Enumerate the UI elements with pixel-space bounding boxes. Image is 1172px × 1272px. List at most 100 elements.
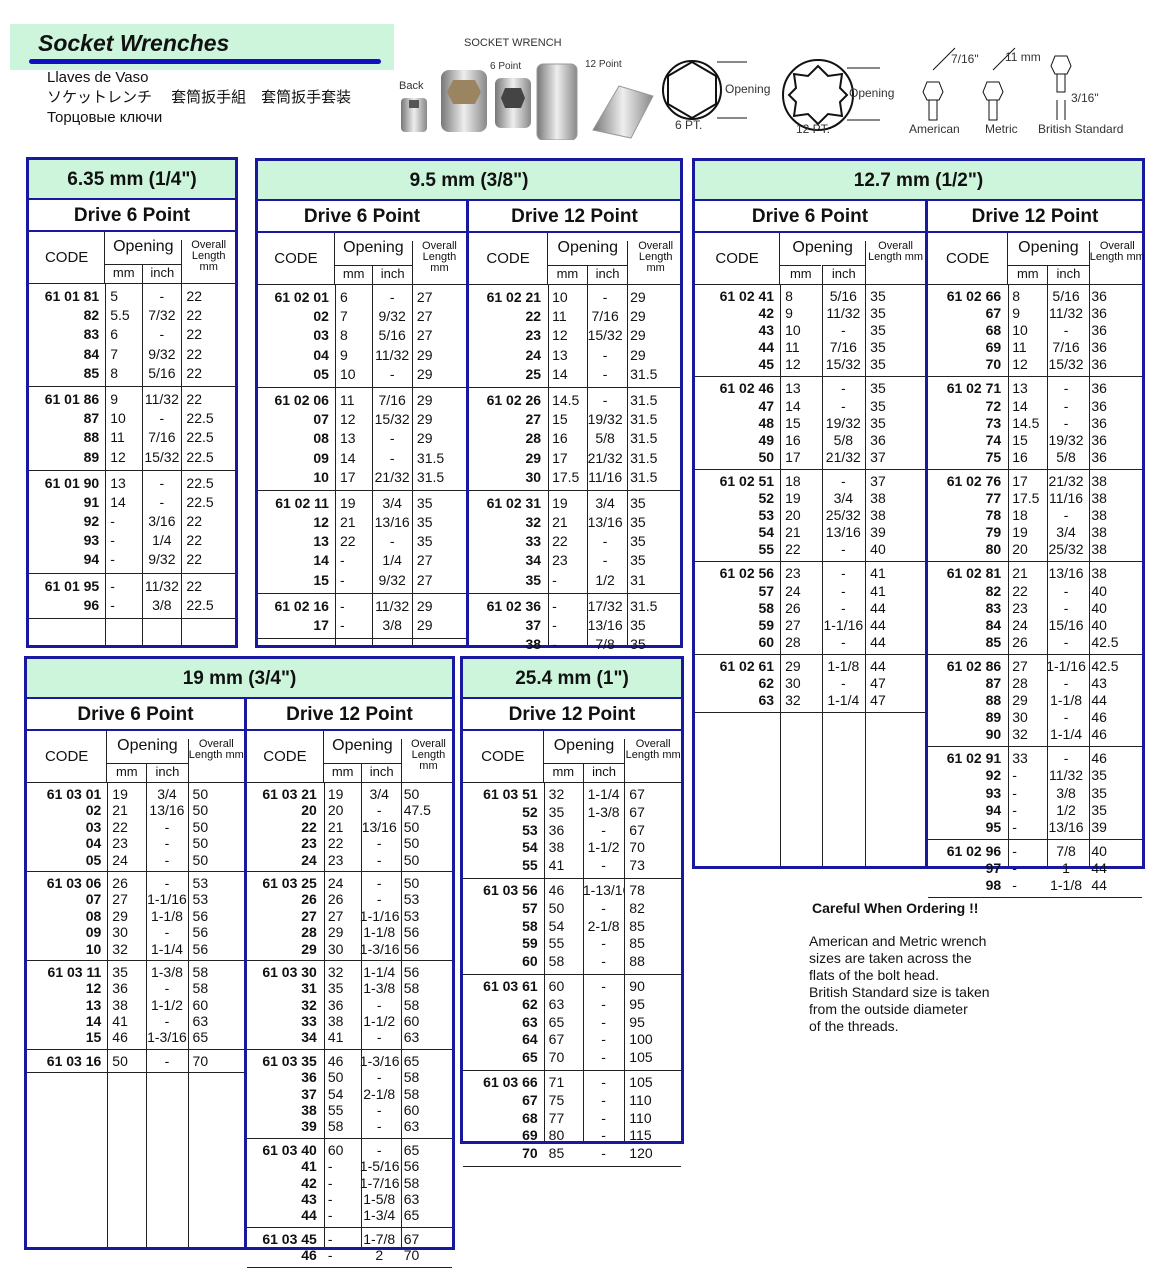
part-code: 12 <box>85 980 102 997</box>
overall-length: 35 <box>416 514 433 531</box>
overall-length: 35 <box>870 397 886 414</box>
opening-inch: 1-1/4 <box>827 692 860 709</box>
overall-length: 29 <box>416 346 433 363</box>
overall-length: 35 <box>630 552 646 569</box>
table-row: 67 75 - 110 <box>463 1092 681 1110</box>
part-code: 61 02 96 <box>946 842 1002 859</box>
opening-inch: 1-3/8 <box>587 803 620 820</box>
code-group: 61 03 35 46 1-3/16 65 36 50 - 58 37 54 2… <box>247 1050 452 1139</box>
part-code: 53 <box>758 507 775 524</box>
part-code: 61 03 11 <box>47 963 102 980</box>
part-code: 38 <box>301 1102 317 1119</box>
table-row: 27 27 1-1/16 53 <box>247 908 452 924</box>
opening-mm: 12 <box>785 356 801 373</box>
overall-length: 73 <box>629 857 645 874</box>
code-group: 61 02 01 6 - 27 02 7 9/32 27 03 8 5/16 2… <box>258 285 466 388</box>
col-opening: Opening <box>553 737 615 754</box>
opening-inch: - <box>601 821 606 838</box>
opening-mm: 58 <box>548 953 565 970</box>
opening-inch: - <box>1063 709 1069 726</box>
opening-mm: 36 <box>548 821 565 838</box>
opening-inch: 3/4 <box>157 786 177 802</box>
part-code: 13 <box>313 533 329 550</box>
column-divider <box>361 783 363 1247</box>
opening-mm: 19 <box>339 494 356 511</box>
part-code: 44 <box>301 1207 317 1224</box>
table-row: 95 - 13/16 39 <box>928 819 1142 836</box>
drive-6-point-table: Drive 6 Point CODE Opening mm inch Overa… <box>29 200 235 645</box>
table-row: 61 02 06 11 7/16 29 <box>258 391 466 410</box>
opening-mm: - <box>552 571 557 588</box>
overall-length: 38 <box>1091 524 1107 541</box>
part-code: 34 <box>301 1029 317 1046</box>
opening-mm: 13 <box>339 430 356 447</box>
opening-mm: 35 <box>112 963 128 980</box>
opening-mm: 5.5 <box>110 307 130 324</box>
opening-inch: - <box>602 552 608 569</box>
part-code: 47 <box>758 397 775 414</box>
opening-mm: 9 <box>1012 305 1020 322</box>
part-code: 32 <box>525 514 542 531</box>
part-code: 34 <box>525 552 542 569</box>
overall-length: 95 <box>629 995 645 1012</box>
table-row: 87 28 - 43 <box>928 675 1142 692</box>
table-row: 59 27 1-1/16 44 <box>695 617 925 634</box>
part-code: 85 <box>985 633 1002 650</box>
overall-length: 56 <box>192 940 209 957</box>
table-row: 83 6 - 22 <box>29 325 235 344</box>
code-group: 61 02 56 23 - 41 57 24 - 41 58 26 - 44 5… <box>695 562 925 655</box>
overall-length: 120 <box>629 1145 653 1162</box>
opening-mm: 36 <box>112 980 128 997</box>
opening-inch: 1-1/16 <box>1046 657 1086 674</box>
table-row: 38 55 - 60 <box>247 1102 452 1118</box>
table-row: 84 24 15/16 40 <box>928 617 1142 634</box>
opening-inch: - <box>389 430 395 447</box>
opening-inch: 5/16 <box>148 364 176 381</box>
opening-inch: 11/32 <box>1049 767 1084 784</box>
part-code: 54 <box>758 524 775 541</box>
overall-length: 56 <box>403 940 420 957</box>
ordering-note: Careful When Ordering !! American and Me… <box>809 900 1109 1035</box>
opening-inch: 11/16 <box>1049 490 1084 507</box>
column-divider <box>543 783 545 1141</box>
drive-6-point-table: Drive 6 Point CODE Opening mm inch Overa… <box>27 699 244 1247</box>
table-row: 67 9 11/32 36 <box>928 305 1142 322</box>
column-divider <box>142 284 144 645</box>
overall-length: 35 <box>416 533 433 550</box>
part-code: 08 <box>313 430 329 447</box>
table-row: 61 03 56 46 1-13/16 78 <box>463 882 681 900</box>
socket-illustrations-icon <box>401 47 1072 140</box>
table-row: 61 03 21 19 3/4 50 <box>247 786 452 802</box>
part-code: 83 <box>83 326 100 343</box>
opening-mm: 24 <box>785 582 801 599</box>
part-code: 98 <box>985 877 1002 893</box>
opening-mm: - <box>1012 784 1017 801</box>
opening-inch: - <box>1063 507 1069 524</box>
col-overall-length: Overall Length mm <box>411 241 466 285</box>
table-row: 15 - 9/32 27 <box>258 571 466 590</box>
table-row: 61 03 61 60 - 90 <box>463 978 681 996</box>
opening-inch: 1-1/2 <box>363 1013 396 1030</box>
opening-mm: 21 <box>112 802 128 819</box>
part-code: 69 <box>985 339 1002 356</box>
part-code: 61 03 45 <box>262 1230 317 1247</box>
opening-inch: 11/16 <box>588 468 623 485</box>
table-row: 61 02 11 19 3/4 35 <box>258 494 466 513</box>
col-opening: Opening <box>343 239 404 256</box>
part-code: 87 <box>985 674 1002 691</box>
opening-mm: - <box>327 1190 333 1207</box>
overall-length: 50 <box>403 874 420 891</box>
opening-inch: 1-1/16 <box>823 616 864 633</box>
overall-length: 35 <box>630 533 646 550</box>
overall-length: 27 <box>416 308 433 325</box>
part-code: 70 <box>985 356 1002 373</box>
table-row: 85 26 - 42.5 <box>928 634 1142 651</box>
overall-length: 22 <box>186 345 202 362</box>
opening-inch: 7/16 <box>148 429 176 446</box>
code-group: 61 03 40 60 - 65 41 - 1-5/16 56 42 - 1-7… <box>247 1139 452 1228</box>
table-row: 24 23 - 50 <box>247 852 452 868</box>
opening-inch: 11/32 <box>1049 305 1084 322</box>
part-code: 93 <box>985 784 1002 801</box>
code-group: 61 02 71 13 - 36 72 14 - 36 73 14.5 - 36… <box>928 377 1142 470</box>
part-code: 41 <box>301 1158 317 1175</box>
